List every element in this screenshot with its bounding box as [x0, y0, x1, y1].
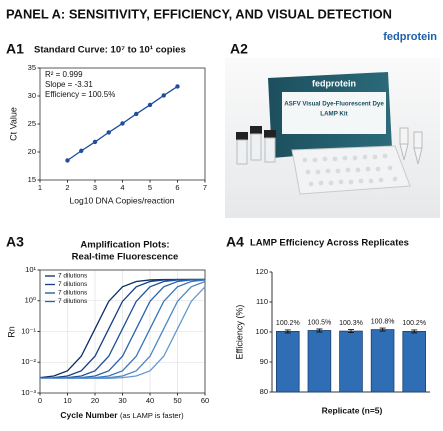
kit-brand: fedprotein [312, 78, 356, 88]
bar [276, 330, 300, 393]
x-tick-label: 7 [203, 183, 207, 192]
y-tick-label: 10¹ [25, 265, 36, 274]
y-tick-label: 110 [256, 297, 268, 306]
x-tick-label: 20 [91, 396, 99, 405]
y-axis-label: Efficiency (%) [234, 305, 244, 360]
bar [370, 329, 395, 393]
x-tick-label: 40 [146, 396, 154, 405]
value-label: 100.2% [276, 320, 300, 327]
error-bar [316, 328, 323, 333]
x-tick-label: 4 [120, 183, 124, 192]
data-point [106, 130, 111, 135]
error-bar [379, 327, 386, 332]
chart-title: Amplification Plots: [80, 240, 169, 251]
plot-frame [39, 269, 206, 394]
annotation: Slope = -3.31 [45, 80, 93, 89]
vials [236, 126, 423, 165]
data-point [161, 93, 166, 98]
kit-label [282, 92, 386, 134]
chart-subtitle: Real-time Fluorescence [72, 252, 179, 263]
kit-image: A2 fedprotein ASFV Visual Dye-Fluorescen… [225, 41, 440, 218]
x-tick-label: 5 [148, 183, 152, 192]
value-label: 100.2% [402, 320, 426, 327]
y-tick-label: 10⁰ [25, 296, 36, 305]
x-axis-label: Cycle Number (as LAMP is faster) [60, 410, 184, 420]
bar [402, 330, 426, 393]
series-line [40, 286, 206, 379]
wells [302, 153, 398, 187]
data-point [175, 84, 180, 89]
x-tick-label: 3 [93, 183, 97, 192]
data-point [134, 111, 139, 117]
data-point [120, 121, 125, 126]
x-tick-label: 10 [63, 396, 71, 405]
data-point [147, 102, 153, 108]
panel-label: A4 [226, 234, 244, 250]
plot-frame [39, 67, 206, 181]
chart-title: Standard Curve: 10⁷ to 10¹ copies [34, 45, 186, 56]
x-axis-label: Replicate (n=5) [322, 405, 383, 415]
well-plate [291, 145, 411, 195]
x-axis-label-main: Cycle Number [60, 410, 118, 420]
panel-label: A1 [6, 41, 24, 57]
panel-label: A3 [6, 234, 24, 250]
value-label: 100.8% [371, 318, 395, 325]
value-label: 100.3% [339, 320, 363, 327]
x-tick-label: 0 [38, 396, 42, 405]
x-axis-label: Log10 DNA Copies/reaction [70, 195, 175, 205]
data-point [92, 139, 98, 145]
legend-label: 7 dilutions [58, 273, 88, 280]
x-tick-label: 50 [173, 396, 181, 405]
y-tick-label: 20 [28, 147, 36, 156]
y-axis-label: Rn [6, 326, 16, 338]
annotation: Efficiency = 100.5% [45, 90, 115, 99]
x-axis-label-note: (as LAMP is faster) [120, 411, 184, 420]
y-tick-label: 10⁻² [21, 357, 36, 366]
legend-label: 7 dilutions [58, 298, 88, 305]
bar [339, 330, 363, 393]
panel-label: A2 [230, 41, 248, 57]
data-point [79, 148, 84, 154]
page-title: PANEL A: SENSITIVITY, EFFICIENCY, AND VI… [6, 6, 392, 21]
error-bar [284, 329, 291, 334]
y-tick-label: 80 [260, 387, 268, 396]
y-tick-label: 30 [28, 91, 36, 100]
value-label: 100.5% [308, 319, 332, 326]
y-tick-label: 15 [28, 175, 36, 184]
x-tick-label: 1 [38, 183, 42, 192]
annotation: R² = 0.999 [45, 70, 83, 79]
y-tick-label: 35 [28, 63, 36, 72]
x-tick-label: 2 [65, 183, 69, 192]
y-tick-label: 100 [255, 327, 268, 336]
bar [307, 330, 332, 393]
series-line [40, 278, 205, 379]
kit-product: LAMP Kit [320, 111, 347, 118]
y-tick-label: 25 [28, 119, 36, 128]
legend-label: 7 dilutions [58, 290, 88, 297]
x-tick-label: 60 [201, 396, 209, 405]
error-bar [348, 329, 354, 334]
x-tick-label: 30 [118, 396, 126, 405]
data-point [65, 158, 70, 163]
chart-title: LAMP Efficiency Across Replicates [250, 238, 409, 249]
logo: fedprotein [383, 31, 437, 43]
error-bar [411, 329, 418, 334]
y-tick-label: 120 [255, 267, 268, 276]
y-tick-label: 10⁻³ [21, 388, 36, 397]
y-tick-label: 10⁻¹ [21, 326, 36, 335]
legend-label: 7 dilutions [58, 281, 88, 288]
y-axis-label: Ct Value [8, 107, 18, 141]
y-tick-label: 90 [260, 357, 268, 366]
kit-product: ASFV Visual Dye-Fluorescent Dye [284, 101, 384, 108]
x-tick-label: 6 [175, 183, 179, 192]
